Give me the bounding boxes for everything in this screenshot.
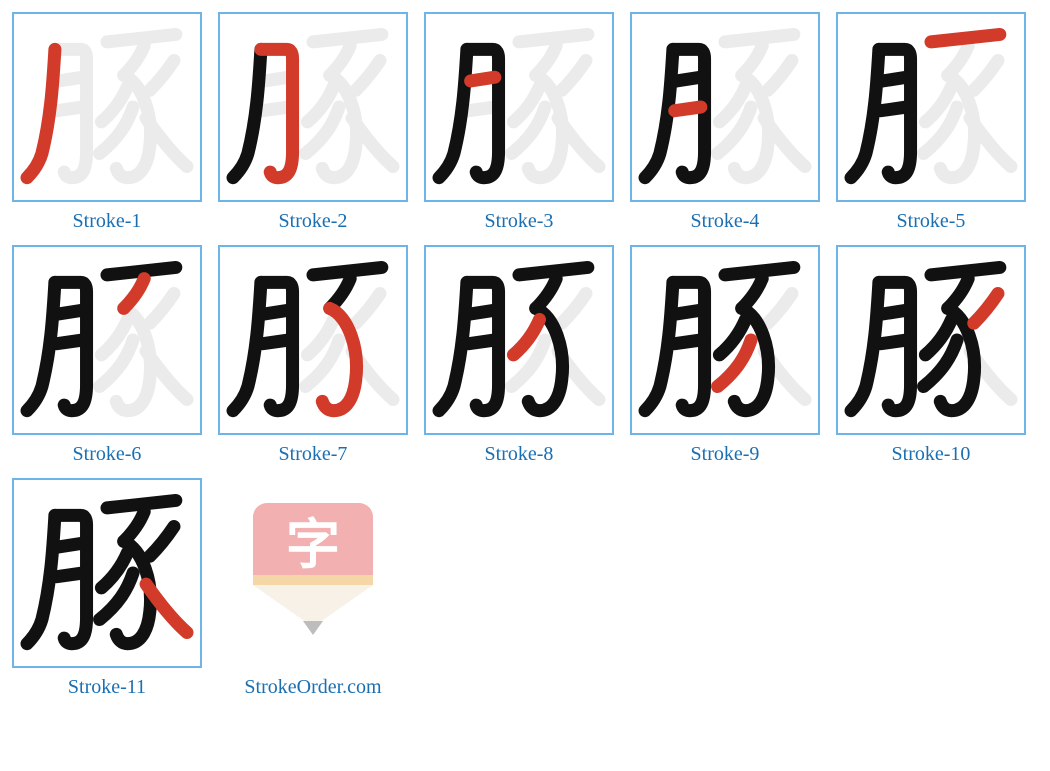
stroke-cell: Stroke-10	[836, 245, 1026, 466]
stroke-caption[interactable]: Stroke-10	[892, 443, 971, 466]
stroke-caption[interactable]: Stroke-7	[279, 443, 348, 466]
stroke-tile	[630, 245, 820, 435]
stroke-tile	[836, 12, 1026, 202]
pencil-logo-icon: 字	[243, 503, 383, 643]
stroke-cell: Stroke-9	[630, 245, 820, 466]
character-svg	[426, 247, 612, 433]
character-svg	[220, 247, 406, 433]
logo-tile: 字	[218, 478, 408, 668]
stroke-cell: Stroke-7	[218, 245, 408, 466]
character-svg	[14, 480, 200, 666]
stroke-caption[interactable]: Stroke-5	[897, 210, 966, 233]
stroke-order-grid: Stroke-1 Stroke-2 Stroke-3 Stroke-4 Stroke-5…	[12, 12, 1038, 699]
stroke-tile	[424, 245, 614, 435]
stroke-caption[interactable]: Stroke-4	[691, 210, 760, 233]
character-svg	[838, 14, 1024, 200]
character-svg	[14, 14, 200, 200]
character-svg	[220, 14, 406, 200]
stroke-caption[interactable]: Stroke-3	[485, 210, 554, 233]
stroke-cell: Stroke-11	[12, 478, 202, 699]
stroke-cell: Stroke-2	[218, 12, 408, 233]
stroke-tile	[12, 245, 202, 435]
stroke-caption[interactable]: Stroke-2	[279, 210, 348, 233]
character-svg	[838, 247, 1024, 433]
stroke-tile	[218, 12, 408, 202]
stroke-cell: Stroke-5	[836, 12, 1026, 233]
stroke-tile	[218, 245, 408, 435]
stroke-cell: Stroke-4	[630, 12, 820, 233]
logo-cell: 字 StrokeOrder.com	[218, 478, 408, 699]
stroke-caption[interactable]: Stroke-11	[68, 676, 146, 699]
stroke-cell: Stroke-3	[424, 12, 614, 233]
stroke-cell: Stroke-6	[12, 245, 202, 466]
character-svg	[632, 247, 818, 433]
stroke-caption[interactable]: Stroke-6	[73, 443, 142, 466]
stroke-cell: Stroke-1	[12, 12, 202, 233]
character-svg	[14, 247, 200, 433]
character-svg	[426, 14, 612, 200]
stroke-tile	[424, 12, 614, 202]
stroke-caption[interactable]: Stroke-1	[73, 210, 142, 233]
stroke-tile	[12, 478, 202, 668]
logo-character: 字	[286, 500, 340, 579]
character-svg	[632, 14, 818, 200]
stroke-tile	[630, 12, 820, 202]
site-link[interactable]: StrokeOrder.com	[244, 676, 381, 699]
stroke-caption[interactable]: Stroke-8	[485, 443, 554, 466]
stroke-tile	[12, 12, 202, 202]
stroke-tile	[836, 245, 1026, 435]
stroke-cell: Stroke-8	[424, 245, 614, 466]
stroke-caption[interactable]: Stroke-9	[691, 443, 760, 466]
